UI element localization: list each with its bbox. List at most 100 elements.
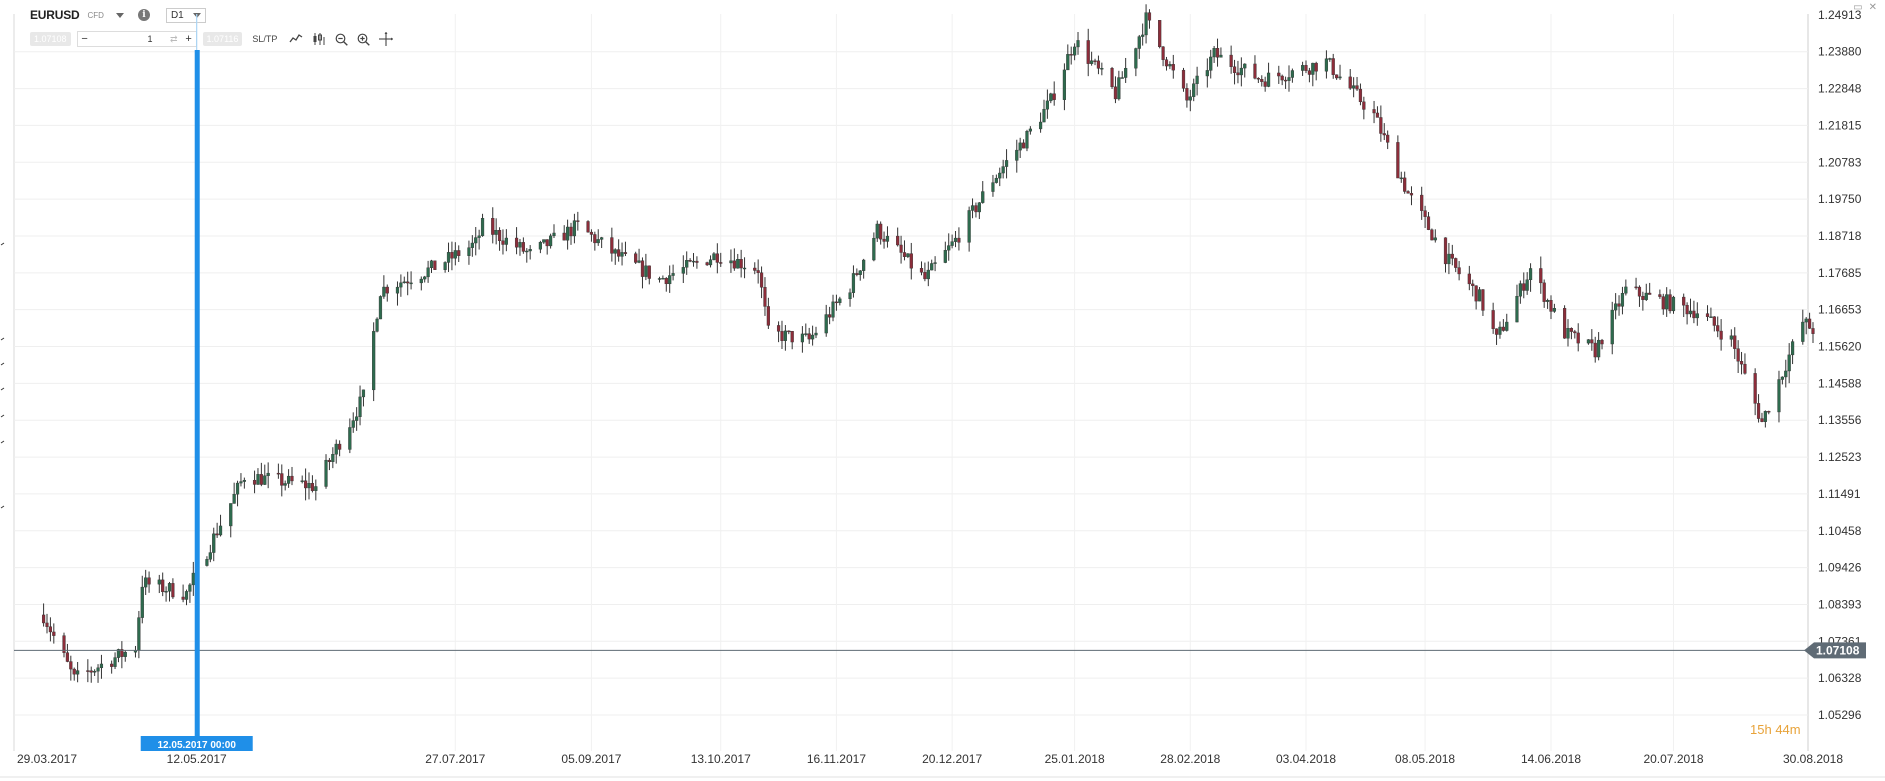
bear-candle-body (1021, 142, 1026, 149)
sell-price-button[interactable]: 1.07108 (30, 32, 71, 46)
bear-candle-body (1164, 59, 1169, 67)
bear-candle-body (1467, 273, 1471, 285)
candle (304, 468, 308, 501)
bear-candle-body (514, 237, 519, 248)
bear-candle-body (1147, 12, 1152, 21)
bear-candle-body (569, 226, 573, 237)
bear-candle-body (41, 614, 46, 624)
y-tick-label: 1.10458 (1818, 524, 1862, 538)
zoom-out-icon[interactable] (335, 33, 349, 46)
candle (1549, 295, 1553, 320)
bear-candle-body (1158, 20, 1162, 48)
candle (167, 581, 172, 602)
candle (123, 650, 127, 662)
candle (1209, 49, 1213, 79)
y-tick-label: 1.18718 (1818, 229, 1862, 243)
candle (1021, 139, 1026, 149)
candle (1120, 71, 1124, 79)
bear-candle-body (1590, 339, 1594, 344)
swap-icon[interactable]: ⇄ (170, 33, 178, 44)
bull-candle-body (525, 250, 529, 253)
bull-candle-body (811, 334, 815, 340)
candle (1256, 77, 1260, 83)
candle (399, 274, 403, 297)
selected-time-label: 12.05.2017 00:00 (158, 740, 237, 751)
candle (957, 227, 961, 251)
bull-candle-body (443, 262, 447, 270)
bear-candle-body (1753, 373, 1757, 404)
info-icon[interactable]: i (137, 9, 150, 21)
bull-candle-body (800, 333, 804, 343)
candlestick-icon[interactable] (312, 33, 326, 45)
bear-candle-body (834, 301, 839, 304)
quantity-field[interactable]: 1 ⇄ (92, 34, 182, 45)
bear-candle-body (1692, 310, 1696, 319)
line-chart-icon[interactable] (289, 33, 303, 45)
candle (501, 229, 505, 255)
candle (715, 243, 719, 274)
bull-candle-body (477, 235, 481, 238)
candle (1450, 244, 1454, 266)
bear-candle-body (896, 235, 900, 246)
bear-candle-body (1171, 64, 1175, 71)
candle (1263, 76, 1267, 92)
close-icon[interactable]: ✕ (1868, 2, 1877, 13)
candle (1566, 319, 1570, 347)
candle (1038, 112, 1043, 133)
candle (1205, 58, 1209, 88)
candle (896, 227, 900, 247)
bull-candle-body (1205, 70, 1209, 77)
bull-candle-body (933, 262, 937, 264)
candle (1236, 60, 1240, 84)
bear-candle-body (562, 232, 566, 241)
zoom-in-icon[interactable] (357, 33, 371, 46)
bull-candle-body (858, 270, 862, 275)
bull-candle-body (1624, 286, 1628, 294)
candle (685, 251, 689, 275)
sltp-button[interactable]: SL/TP (252, 34, 278, 44)
bear-candle-body (623, 252, 628, 254)
crosshair-icon[interactable] (379, 32, 394, 46)
candle (1688, 298, 1693, 318)
candle (1093, 58, 1097, 66)
bull-candle-body (1552, 308, 1556, 312)
buy-price-button[interactable]: 1.07116 (202, 32, 243, 46)
window-icon[interactable]: ▭ (1853, 2, 1863, 13)
bear-candle-body (1474, 285, 1478, 302)
bull-candle-body (1144, 12, 1148, 36)
candle (280, 464, 284, 497)
bull-candle-body (998, 172, 1002, 179)
plus-icon[interactable]: + (185, 33, 192, 45)
candle (1433, 229, 1437, 243)
bear-candle-body (1307, 70, 1312, 75)
bull-candle-body (331, 454, 335, 463)
bear-candle-body (828, 314, 832, 318)
bear-candle-body (1236, 72, 1240, 76)
bear-candle-body (1637, 286, 1642, 297)
bull-candle-body (906, 253, 910, 257)
quantity-stepper[interactable]: − 1 ⇄ + (76, 31, 197, 47)
bull-candle-body (1134, 48, 1138, 69)
bull-candle-body (644, 265, 648, 277)
candle (1426, 211, 1431, 231)
bull-candle-body (184, 591, 189, 600)
candle (664, 277, 668, 292)
selected-time-badge (140, 736, 253, 751)
bull-candle-body (1328, 58, 1332, 60)
bull-candle-body (685, 260, 689, 268)
candle (1423, 205, 1427, 228)
bear-candle-body (1600, 339, 1604, 345)
edge-tick (0, 387, 5, 391)
candle (477, 229, 481, 250)
candle (1811, 322, 1815, 343)
symbol-label[interactable]: EURUSD (30, 8, 80, 22)
bull-candle-body (1004, 160, 1009, 167)
bear-candle-body (280, 473, 284, 486)
bull-candle-body (1066, 54, 1070, 71)
bull-candle-body (76, 670, 80, 675)
bull-candle-body (1324, 58, 1329, 72)
chevron-down-icon[interactable] (115, 12, 124, 18)
candle (76, 661, 80, 683)
minus-icon[interactable]: − (81, 33, 88, 45)
